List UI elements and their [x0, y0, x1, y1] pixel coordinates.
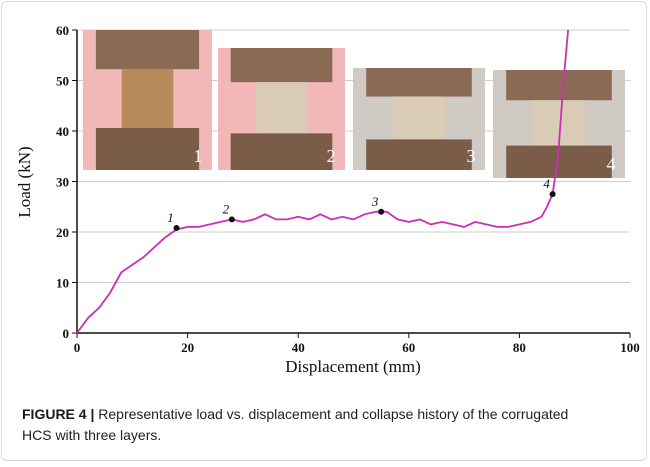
photo-label: 4 — [607, 154, 616, 174]
annotation-point — [229, 216, 235, 222]
y-tick-label: 0 — [63, 326, 70, 341]
caption-text: Representative load vs. displacement and… — [22, 406, 568, 443]
x-tick-label: 60 — [402, 340, 415, 355]
platen-top — [506, 70, 612, 100]
annotation-label: 3 — [371, 194, 379, 209]
photo-label: 1 — [194, 146, 203, 166]
y-tick-label: 30 — [56, 175, 69, 190]
specimen — [256, 82, 307, 133]
specimen — [393, 97, 446, 140]
platen-bottom — [231, 133, 333, 170]
photo: 2 — [218, 48, 345, 170]
y-tick-label: 50 — [56, 74, 69, 89]
x-tick-label: 0 — [74, 340, 81, 355]
x-tick-label: 100 — [620, 340, 640, 355]
annotation-label: 2 — [223, 201, 230, 216]
x-tick-label: 40 — [292, 340, 305, 355]
annotation-point — [378, 209, 384, 215]
platen-top — [96, 30, 199, 69]
x-tick-label: 80 — [513, 340, 526, 355]
y-axis-label: Load (kN) — [15, 146, 34, 217]
x-axis-label: Displacement (mm) — [285, 357, 421, 376]
annotation-label: 4 — [543, 176, 550, 191]
photo-label: 2 — [327, 146, 336, 166]
platen-top — [366, 68, 472, 97]
specimen — [122, 69, 174, 128]
y-tick-label: 40 — [56, 124, 69, 139]
page: Load (kN) Displacement (mm) 010203040506… — [0, 0, 650, 467]
y-tick-label: 10 — [56, 276, 69, 291]
y-tick-label: 60 — [56, 23, 69, 38]
platen-top — [231, 48, 333, 82]
y-tick-label: 20 — [56, 225, 69, 240]
photo: 1 — [83, 30, 212, 170]
caption-label: FIGURE 4 | — [22, 406, 94, 422]
chart: Load (kN) Displacement (mm) 010203040506… — [0, 0, 650, 390]
x-tick-label: 20 — [181, 340, 194, 355]
photo: 3 — [353, 68, 485, 170]
caption: FIGURE 4 | Representative load vs. displ… — [22, 404, 582, 446]
platen-bottom — [366, 139, 472, 170]
annotation-point — [550, 191, 556, 197]
photo: 4 — [493, 70, 625, 178]
annotation-point — [174, 225, 180, 231]
photo-label: 3 — [467, 146, 476, 166]
annotation-label: 1 — [167, 210, 174, 225]
platen-bottom — [96, 128, 199, 170]
